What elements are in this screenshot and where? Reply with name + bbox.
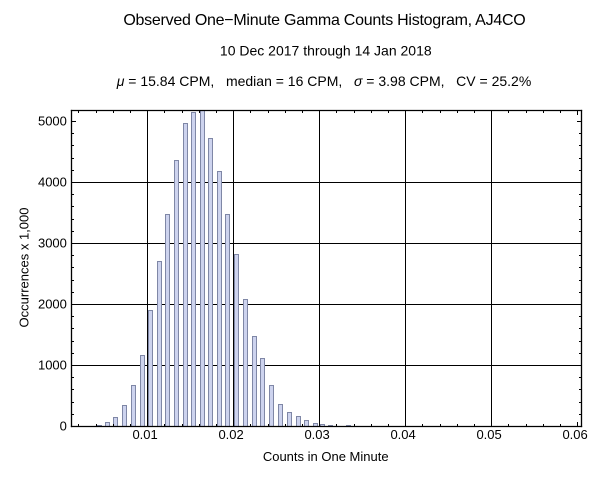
svg-text:μ = 15.84 CPM, median = 16 C: μ = 15.84 CPM, median = 16 CPM, σ = 3.98… <box>116 73 532 89</box>
svg-text:Observed One−Minute Gamma Coun: Observed One−Minute Gamma Counts Histogr… <box>123 12 525 29</box>
svg-text:Counts in One Minute: Counts in One Minute <box>263 449 389 464</box>
svg-text:0.06: 0.06 <box>562 427 587 442</box>
svg-text:0.01: 0.01 <box>132 427 157 442</box>
svg-text:0.04: 0.04 <box>390 427 415 442</box>
svg-text:5000: 5000 <box>38 114 67 129</box>
svg-text:4000: 4000 <box>38 175 67 190</box>
svg-text:3000: 3000 <box>38 236 67 251</box>
svg-text:0.05: 0.05 <box>476 427 501 442</box>
svg-text:Occurrences x 1,000: Occurrences x 1,000 <box>17 208 32 328</box>
svg-text:2000: 2000 <box>38 297 67 312</box>
svg-text:0.03: 0.03 <box>304 427 329 442</box>
svg-text:1000: 1000 <box>38 358 67 373</box>
svg-text:0.02: 0.02 <box>218 427 243 442</box>
svg-text:0: 0 <box>60 419 67 434</box>
svg-text:10 Dec 2017 through 14 Jan 201: 10 Dec 2017 through 14 Jan 2018 <box>220 43 432 59</box>
